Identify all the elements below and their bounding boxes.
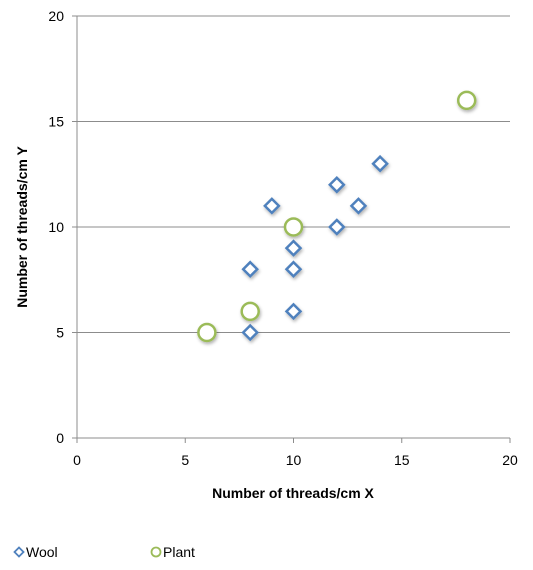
wool-point-2: [263, 197, 281, 215]
wool-point-7: [328, 176, 346, 194]
wool-point-6: [328, 218, 346, 236]
x-tick-label-20: 20: [502, 452, 518, 468]
legend-wool-marker-icon: [13, 546, 25, 558]
x-tick-label-15: 15: [394, 452, 410, 468]
plant-point-1: [240, 301, 260, 322]
y-tick-label-10: 10: [48, 219, 64, 235]
wool-point-5: [284, 239, 303, 257]
y-axis-title: Number of threads/cm Y: [14, 146, 30, 308]
plant-point-3: [456, 90, 477, 111]
y-tick-label-5: 5: [56, 325, 64, 341]
legend-plant-marker-icon: [150, 546, 162, 558]
legend: Wool Plant: [13, 544, 195, 560]
plant-point-0: [197, 322, 217, 343]
y-tick-label-0: 0: [56, 430, 64, 446]
plant-point-2: [283, 217, 304, 237]
wool-point-9: [371, 154, 389, 173]
x-tick-label-5: 5: [181, 452, 189, 468]
wool-point-1: [241, 260, 259, 278]
y-tick-label-20: 20: [48, 8, 64, 24]
x-tick-label-10: 10: [286, 452, 302, 468]
legend-wool-label: Wool: [26, 544, 58, 560]
legend-plant-label: Plant: [163, 544, 195, 560]
wool-point-4: [284, 260, 303, 278]
y-tick-label-15: 15: [48, 114, 64, 130]
x-tick-label-0: 0: [73, 452, 81, 468]
tick-labels: 0 5 10 15 20 0 5 10 15 20: [48, 8, 518, 468]
x-axis-title: Number of threads/cm X: [212, 485, 374, 501]
wool-point-3: [284, 302, 303, 321]
wool-point-8: [349, 197, 368, 215]
wool-point-0: [241, 323, 259, 342]
axes: [72, 15, 511, 443]
data-points: [197, 90, 477, 343]
gridlines: [77, 15, 510, 333]
